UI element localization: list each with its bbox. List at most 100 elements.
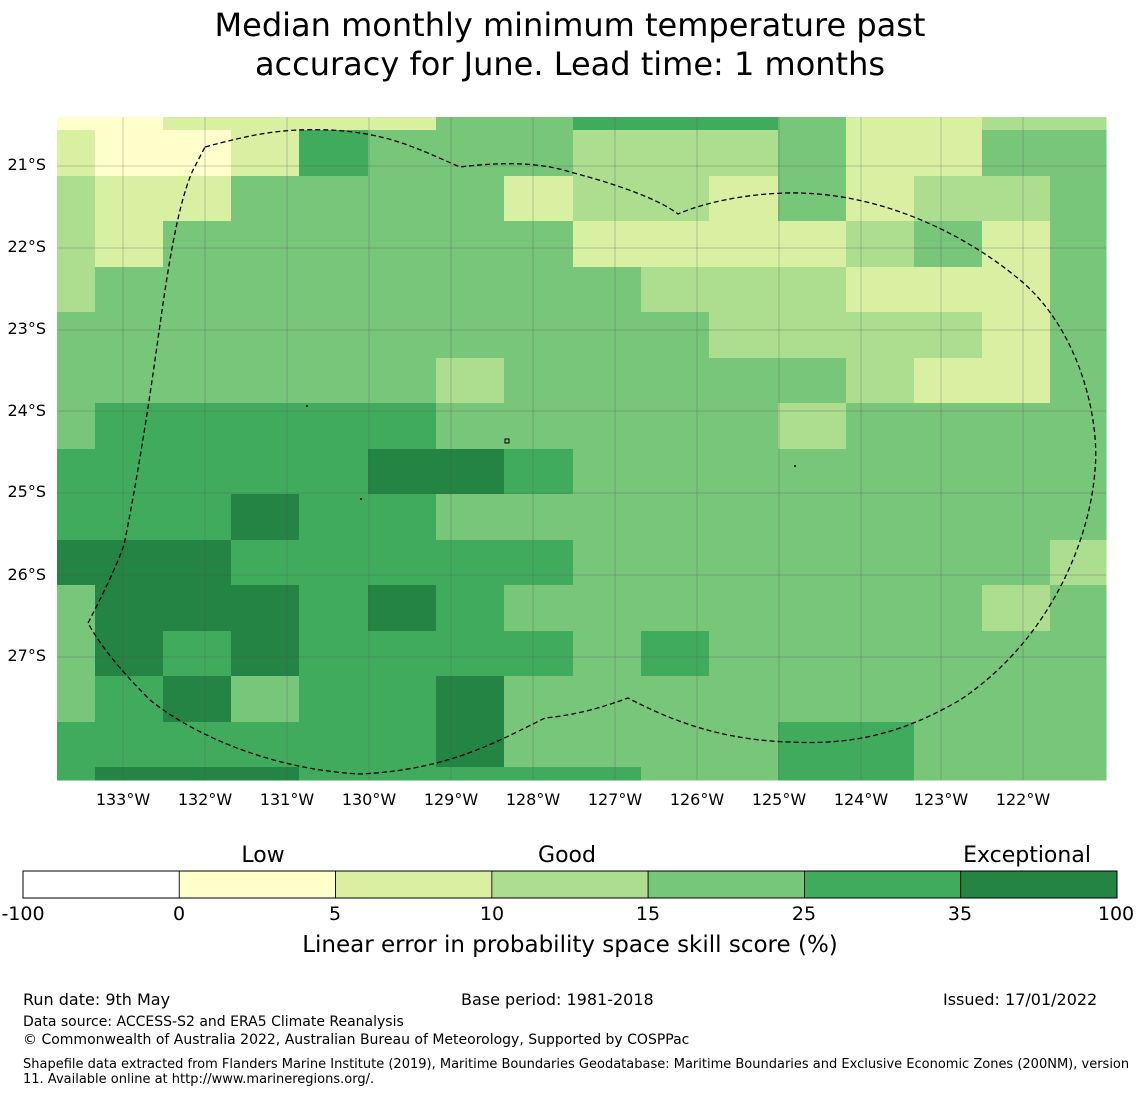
colorbar-tick: 0 — [172, 903, 186, 925]
grid-cell — [709, 117, 779, 131]
grid-cell — [573, 494, 642, 541]
grid-cell — [641, 676, 710, 723]
grid-cell — [368, 267, 437, 313]
grid-cell — [982, 117, 1051, 131]
grid-cell — [163, 358, 232, 404]
grid-cell — [573, 631, 642, 677]
grid-cell — [914, 631, 983, 677]
colorbar-segment — [804, 870, 962, 899]
grid-cell — [573, 267, 642, 313]
grid-cell — [436, 449, 505, 495]
grid-cell — [163, 312, 232, 359]
grid-cell — [1050, 176, 1107, 222]
lat-label: 23°S — [7, 319, 46, 338]
grid-cell — [231, 722, 300, 768]
grid-cell — [299, 176, 369, 222]
grid-cell — [709, 676, 779, 723]
grid-cell — [163, 267, 232, 313]
colorbar-frame — [22, 870, 1118, 899]
grid-cell — [163, 676, 232, 723]
grid-cell — [1050, 312, 1107, 359]
grid-cell — [57, 117, 96, 131]
grid-cell — [436, 117, 505, 131]
grid-cell — [299, 403, 369, 450]
grid-cell — [778, 585, 847, 632]
colorbar-tick: 15 — [635, 903, 661, 925]
colorbar-segment — [647, 870, 805, 899]
colorbar-tick: 10 — [479, 903, 505, 925]
colorbar-segment — [335, 870, 493, 899]
grid-cell — [504, 540, 574, 586]
grid-cell — [299, 722, 369, 768]
grid-cell — [299, 221, 369, 268]
grid-cell — [436, 130, 505, 177]
grid-cell — [846, 267, 915, 313]
grid-cell — [641, 221, 710, 268]
lon-label: 123°W — [913, 790, 969, 809]
grid-cell — [709, 221, 779, 268]
grid-cell — [163, 722, 232, 768]
grid-cell — [641, 449, 710, 495]
grid-cell — [231, 585, 300, 632]
grid-cell — [914, 267, 983, 313]
grid-cell — [982, 358, 1051, 404]
grid-cell — [368, 676, 437, 723]
grid-cell — [95, 221, 164, 268]
grid-cell — [1050, 117, 1107, 131]
lat-label: 21°S — [7, 155, 46, 174]
colorbar-tick: 35 — [947, 903, 973, 925]
grid-cell — [368, 221, 437, 268]
grid-cell — [982, 130, 1051, 177]
grid-cell — [57, 585, 96, 632]
grid-cell — [57, 403, 96, 450]
grid-cell — [914, 221, 983, 268]
grid-cell — [778, 540, 847, 586]
island-marker — [306, 405, 308, 407]
grid-cell — [641, 585, 710, 632]
grid-cell — [641, 403, 710, 450]
lon-label: 127°W — [587, 790, 643, 809]
grid-cell — [573, 130, 642, 177]
grid-cell — [641, 117, 710, 131]
grid-cell — [95, 117, 164, 131]
grid-cell — [57, 631, 96, 677]
grid-cell — [709, 540, 779, 586]
grid-cell — [299, 494, 369, 541]
base-period: Base period: 1981-2018 — [461, 990, 654, 1009]
grid-cell — [163, 130, 232, 177]
grid-cell — [95, 631, 164, 677]
graticule — [57, 117, 1106, 780]
lon-label: 124°W — [833, 790, 889, 809]
grid-cell — [982, 312, 1051, 359]
grid-cell — [982, 494, 1051, 541]
lon-label: 130°W — [341, 790, 397, 809]
lon-label: 132°W — [177, 790, 233, 809]
colorbar — [22, 870, 1118, 899]
lat-label: 26°S — [7, 565, 46, 584]
grid-cell — [846, 221, 915, 268]
grid-cell — [778, 176, 847, 222]
grid-cell — [57, 540, 96, 586]
grid-cell — [914, 449, 983, 495]
grid-cell — [1050, 722, 1107, 768]
grid-cell — [573, 358, 642, 404]
grid-cell — [436, 312, 505, 359]
issued-date: Issued: 17/01/2022 — [943, 990, 1098, 1009]
grid-cell — [231, 403, 300, 450]
grid-cell — [573, 449, 642, 495]
grid-cell — [778, 403, 847, 450]
grid-cell — [368, 494, 437, 541]
grid-cell — [846, 676, 915, 723]
grid-cell — [436, 267, 505, 313]
grid-cell — [641, 312, 710, 359]
colorbar-tick: 100 — [1097, 903, 1135, 925]
grid-cell — [436, 676, 505, 723]
grid-cell — [95, 176, 164, 222]
colorbar-segment — [960, 870, 1118, 899]
grid-cell — [846, 722, 915, 768]
grid-cell — [504, 403, 574, 450]
grid-cell — [982, 403, 1051, 450]
grid-cell — [504, 449, 574, 495]
grid-cell — [846, 403, 915, 450]
